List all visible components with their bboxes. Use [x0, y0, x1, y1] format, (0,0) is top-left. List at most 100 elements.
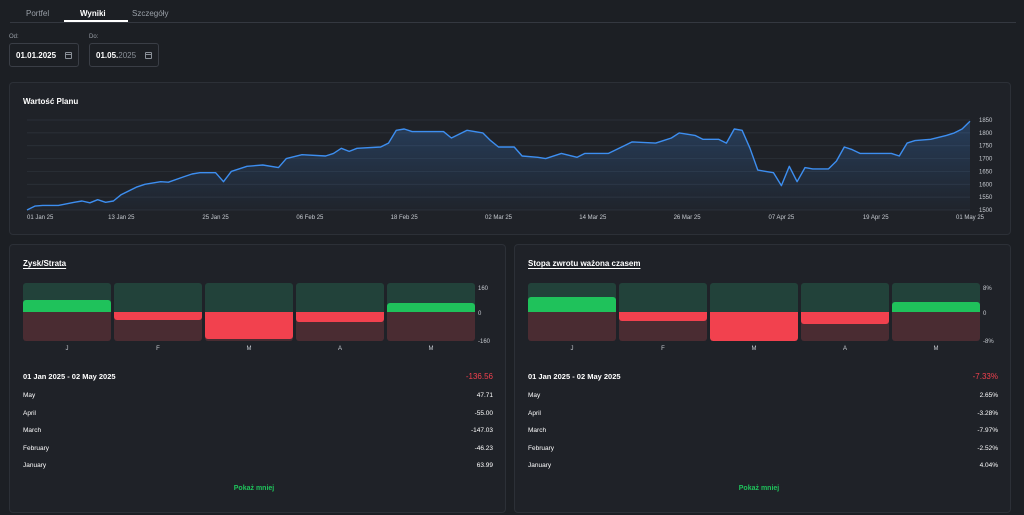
y-tick-label: -160 — [478, 339, 491, 345]
date-to-label: Do: — [89, 34, 99, 40]
y-tick-label: 1800 — [979, 131, 993, 137]
month-row-value: -3.28% — [977, 409, 998, 417]
month-label: A — [842, 346, 847, 352]
bar-card[interactable] — [528, 283, 616, 341]
x-tick-label: 19 Apr 25 — [863, 215, 889, 221]
month-label: J — [570, 346, 574, 352]
y-tick-label: 0 — [983, 311, 987, 317]
bar-card[interactable] — [387, 283, 475, 341]
tab-wyniki[interactable]: Wyniki — [80, 9, 106, 18]
date-from-value: 01.01.2025 — [16, 50, 57, 60]
bar-card[interactable] — [114, 283, 202, 341]
show-less-button[interactable]: Pokaż mniej — [738, 485, 780, 492]
y-tick-label: 1650 — [979, 169, 993, 175]
bar-positive-track — [801, 283, 889, 312]
month-label: M — [246, 346, 252, 352]
date-from-group: Od: 01.01.2025 — [9, 34, 79, 67]
x-tick-label: 25 Jan 25 — [202, 215, 229, 221]
twr-total: -7.33% — [972, 372, 998, 381]
month-row-value: -7.97% — [977, 427, 998, 434]
profit-loss-title: Zysk/Strata — [23, 259, 67, 268]
month-row-label: April — [23, 409, 37, 417]
y-tick-label: 1750 — [979, 144, 993, 150]
show-less-button[interactable]: Pokaż mniej — [233, 485, 275, 492]
bar-negative — [710, 312, 798, 341]
bar-card[interactable] — [296, 283, 384, 341]
month-label: F — [156, 346, 160, 352]
plan-value-panel: Wartość Planu 1850 1800 1750 1700 1650 1600 15… — [9, 82, 1011, 235]
month-row-label: May — [528, 392, 541, 399]
bar-negative-track — [892, 312, 980, 341]
y-tick-label: 1550 — [979, 195, 993, 201]
date-to-value-main: 01.05. — [96, 50, 119, 60]
x-tick-label: 26 Mar 25 — [674, 215, 702, 221]
y-tick-label: 1850 — [979, 118, 993, 124]
plan-value-title: Wartość Planu — [23, 97, 79, 106]
x-tick-label: 07 Apr 25 — [769, 215, 795, 221]
bar-card[interactable] — [801, 283, 889, 341]
date-to-value-year: 2025 — [118, 50, 137, 60]
bar-negative — [801, 312, 889, 324]
month-label: A — [337, 346, 342, 352]
x-tick-label: 01 May 25 — [956, 215, 985, 221]
plan-value-chart: 1850 1800 1750 1700 1650 1600 1550 1500 01 Jan 2… — [26, 118, 993, 221]
date-to-group: Do: 01.05.2025 — [89, 34, 159, 67]
bar-positive-track — [114, 283, 202, 312]
month-row-label: January — [528, 462, 552, 469]
bar-positive — [528, 297, 616, 312]
x-tick-label: 01 Jan 25 — [27, 215, 54, 221]
month-row-value: 63.99 — [476, 462, 493, 469]
profit-period: 01 Jan 2025 - 02 May 2025 — [23, 372, 116, 381]
bar-positive — [892, 302, 980, 312]
month-row-value: -46.23 — [474, 444, 493, 452]
bar-negative-track — [23, 312, 111, 341]
twr-panel: Stopa zwrotu ważona czasem J F M A M 8% 0 -8% 0… — [514, 244, 1011, 513]
bar-negative — [114, 312, 202, 321]
month-row-label: May — [23, 392, 36, 399]
x-tick-label: 14 Mar 25 — [579, 215, 607, 221]
date-from-input[interactable]: 01.01.2025 — [9, 43, 79, 67]
month-row-value: -55.00 — [474, 409, 493, 417]
y-tick-label: 160 — [478, 286, 489, 292]
month-row-label: February — [23, 444, 50, 452]
y-tick-label: 1500 — [979, 208, 993, 214]
twr-period: 01 Jan 2025 - 02 May 2025 — [528, 372, 621, 381]
month-label: F — [661, 346, 665, 352]
month-row-label: April — [528, 409, 542, 417]
bar-positive — [23, 300, 111, 312]
series-line — [26, 120, 971, 211]
active-tab-indicator — [64, 20, 128, 22]
bar-positive-track — [710, 283, 798, 312]
bar-positive — [387, 303, 475, 312]
month-row-label: March — [528, 427, 547, 434]
tab-bar: Portfel Wyniki Szczegóły — [10, 0, 1016, 23]
calendar-icon[interactable] — [145, 51, 152, 59]
y-tick-label: 0 — [478, 311, 482, 317]
y-tick-label: 1700 — [979, 157, 993, 163]
date-from-label: Od: — [9, 34, 19, 40]
calendar-icon[interactable] — [65, 51, 72, 59]
month-label: M — [428, 346, 434, 352]
month-row-value: 4.04% — [979, 462, 998, 469]
bar-negative-track — [528, 312, 616, 341]
bar-card[interactable] — [710, 283, 798, 341]
bar-card[interactable] — [619, 283, 707, 341]
bar-card[interactable] — [23, 283, 111, 341]
month-label: M — [751, 346, 757, 352]
month-row-label: January — [23, 462, 47, 469]
date-to-input[interactable]: 01.05.2025 — [89, 43, 159, 67]
bar-card[interactable] — [205, 283, 293, 341]
bar-negative — [619, 312, 707, 322]
y-tick-label: 8% — [983, 286, 992, 292]
month-label: M — [933, 346, 939, 352]
bar-card[interactable] — [892, 283, 980, 341]
tab-szczegoly[interactable]: Szczegóły — [132, 9, 169, 18]
profit-total: -136.56 — [465, 372, 493, 381]
bar-negative — [296, 312, 384, 322]
tab-portfel[interactable]: Portfel — [26, 9, 50, 18]
profit-loss-panel: Zysk/Strata J F M A M 160 0 -160 01 Jan 2025 - … — [9, 244, 506, 513]
month-row-label: March — [23, 427, 42, 434]
x-tick-label: 13 Jan 25 — [108, 215, 135, 221]
month-row-value: -147.03 — [470, 427, 493, 434]
area-fill — [27, 121, 970, 210]
